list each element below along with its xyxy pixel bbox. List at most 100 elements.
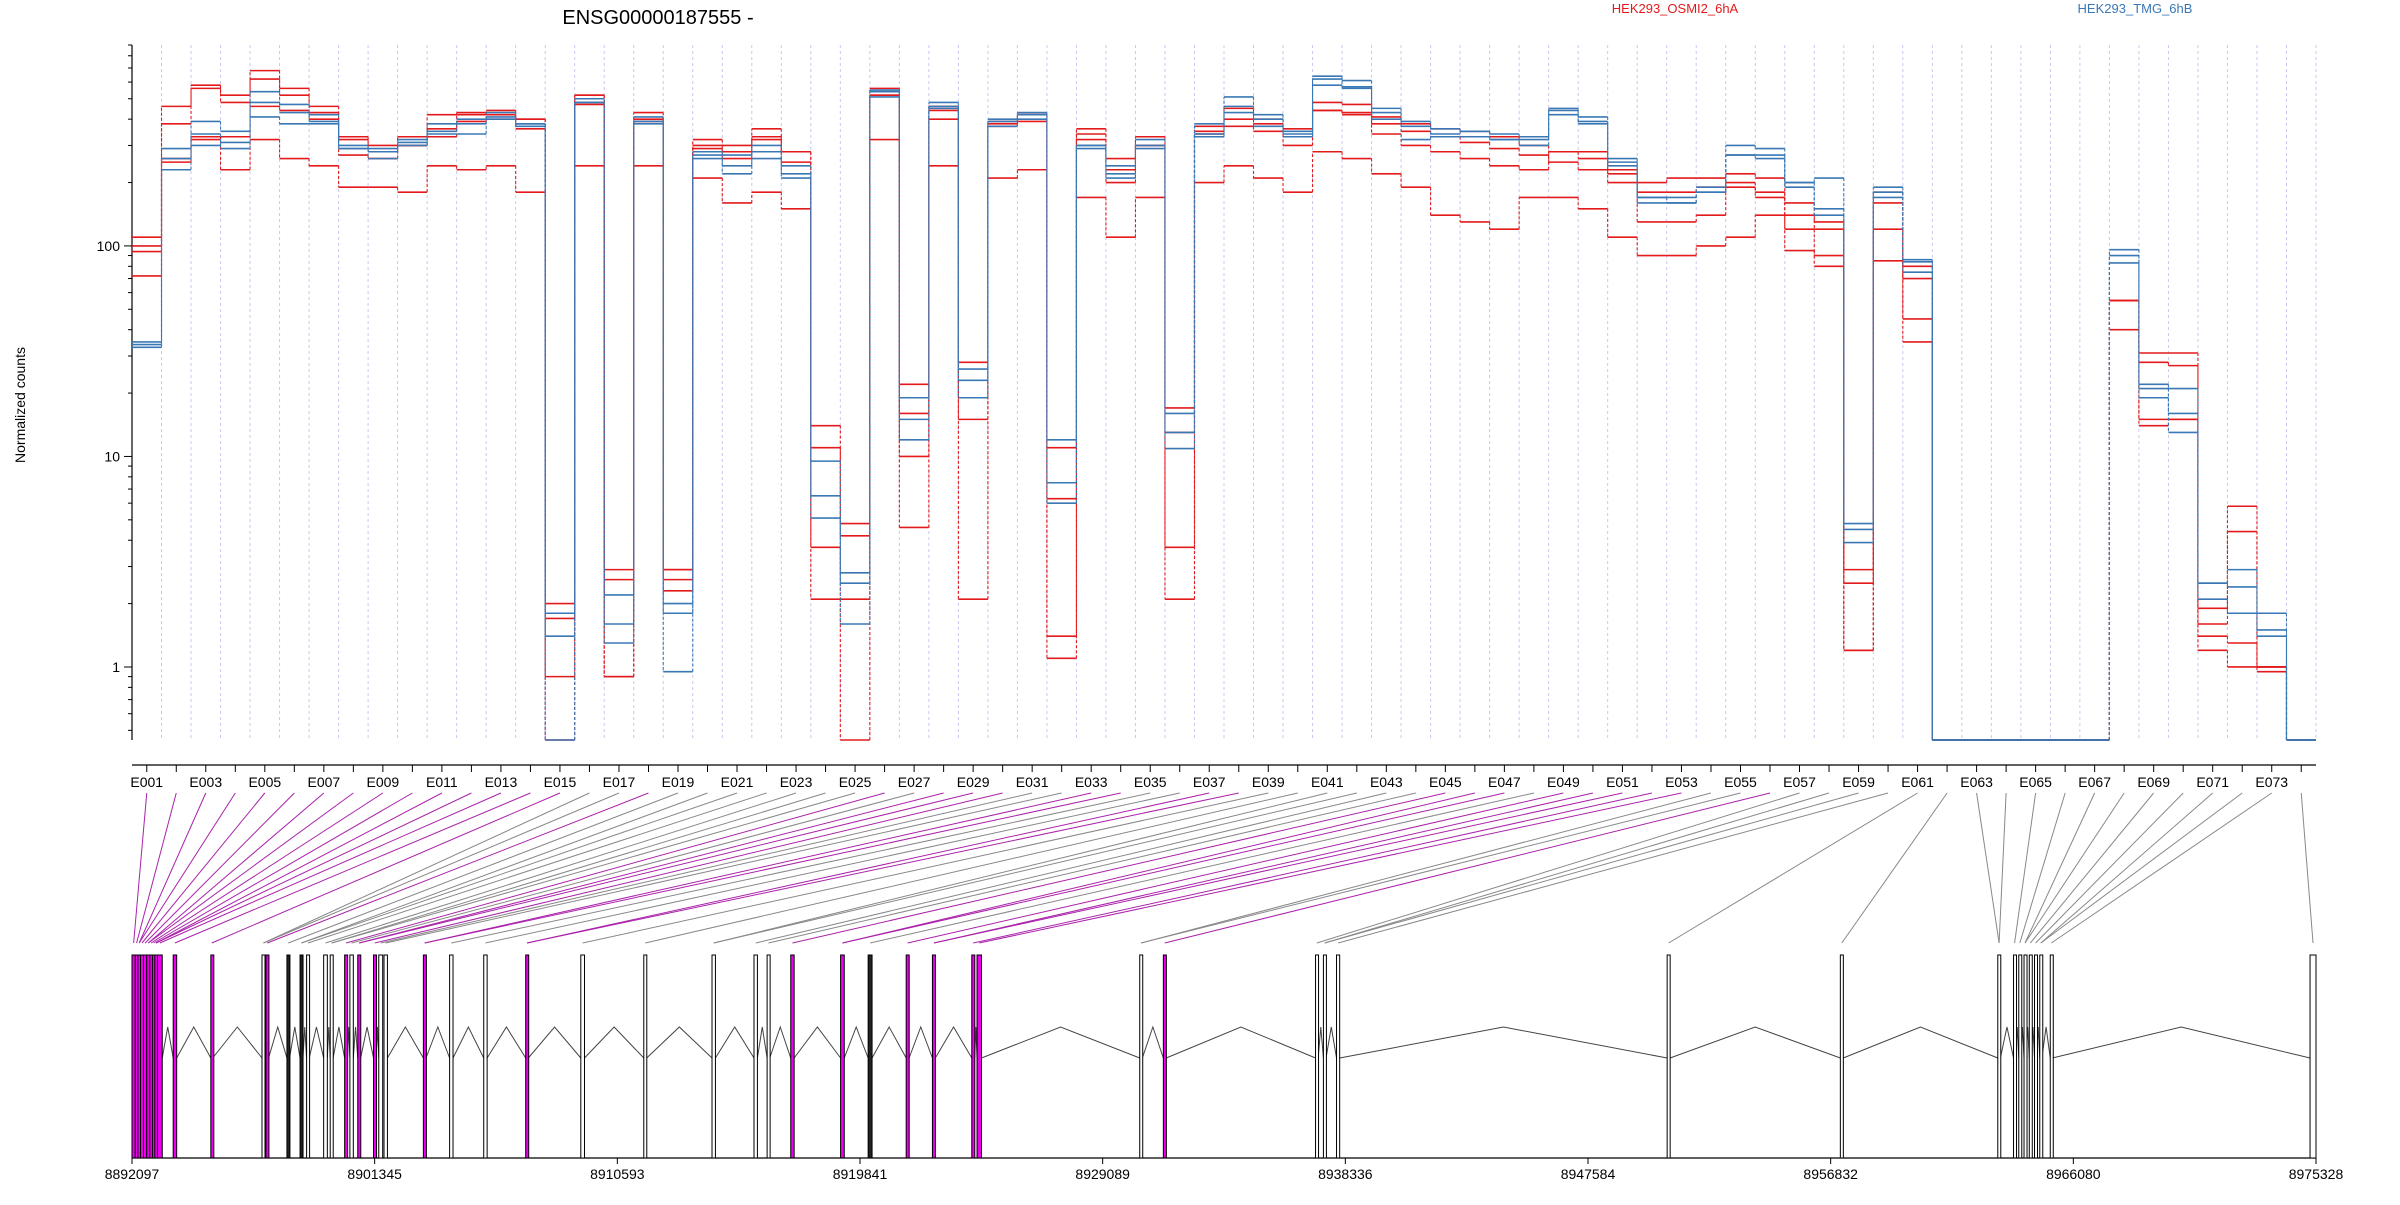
exon-connector <box>2051 792 2273 944</box>
genomic-tick-label: 8956832 <box>1803 1166 1858 1182</box>
gene-model-exons <box>131 954 2317 1159</box>
exon-box <box>422 954 427 1159</box>
x-tick-label: E061 <box>1901 774 1934 790</box>
intron-line <box>308 1026 325 1059</box>
intron-line <box>1141 1025 1164 1059</box>
exon-box <box>1997 954 2002 1159</box>
exon-connector <box>267 792 649 944</box>
intron-line <box>212 1026 263 1059</box>
exon-box <box>449 954 454 1159</box>
exon-box <box>383 954 388 1159</box>
exon-box <box>1666 954 1671 1159</box>
intron-line <box>1999 1026 2015 1059</box>
exon-box <box>905 954 910 1159</box>
exon-connector <box>153 792 413 944</box>
x-tick-label: E053 <box>1665 774 1698 790</box>
x-ticks: E001 E003 E005 E007 E009 E011 E013 E015 E017 E019… <box>130 765 2302 790</box>
exon-connector <box>150 792 384 944</box>
exon-connector <box>144 792 295 944</box>
intron-line <box>1843 1026 1998 1059</box>
exon-box <box>971 954 976 1159</box>
exon-connector <box>842 792 1505 944</box>
exon-connector <box>138 792 236 944</box>
exon-box <box>1839 954 1844 1159</box>
x-tick-label: E047 <box>1488 774 1521 790</box>
genomic-tick-label: 8938336 <box>1318 1166 1373 1182</box>
exon-connector <box>174 792 531 944</box>
exon-box <box>261 954 266 1159</box>
exon-box <box>711 954 716 1159</box>
genomic-tick-label: 8966080 <box>2046 1166 2101 1182</box>
x-tick-label: E051 <box>1606 774 1639 790</box>
exon-box <box>643 954 648 1159</box>
x-tick-label: E031 <box>1016 774 1049 790</box>
intron-line <box>527 1026 582 1059</box>
exon-box <box>753 954 758 1159</box>
exon-connector <box>933 792 1594 944</box>
exon-connector <box>159 792 502 944</box>
intron-line <box>908 1025 933 1059</box>
x-tick-label: E049 <box>1547 774 1580 790</box>
exon-box <box>840 954 845 1159</box>
genomic-tick-label: 8975328 <box>2289 1166 2344 1182</box>
intron-line <box>1166 1026 1316 1059</box>
exon-connector <box>211 792 561 944</box>
exon-connector <box>485 792 1180 944</box>
y-ticks: 1 10 100 <box>97 44 132 731</box>
genomic-tick-label: 8892097 <box>105 1166 160 1182</box>
x-tick-label: E059 <box>1842 774 1875 790</box>
exon-connector <box>136 792 177 944</box>
intron-line <box>934 1026 973 1059</box>
intron-line <box>161 1026 174 1059</box>
exon-connector <box>907 792 1564 944</box>
exon-connector <box>973 792 1653 944</box>
x-tick-label: E009 <box>367 774 400 790</box>
exon-box <box>349 954 354 1159</box>
exon-box <box>976 954 983 1159</box>
exon-connector <box>2019 792 2066 944</box>
x-tick-label: E029 <box>957 774 990 790</box>
exon-box <box>580 954 585 1159</box>
exon-connector <box>451 792 1151 944</box>
exon-connectors <box>133 792 2314 944</box>
exon-connector <box>331 792 856 944</box>
x-tick-label: E025 <box>839 774 872 790</box>
intron-line <box>871 1025 907 1059</box>
x-tick-label: E007 <box>307 774 340 790</box>
exon-connector <box>155 792 472 944</box>
exon-box <box>790 954 795 1159</box>
exon-connector <box>301 792 708 944</box>
genomic-tick-label: 8901345 <box>347 1166 402 1182</box>
intron-line <box>268 1025 288 1059</box>
exon-box <box>2034 954 2039 1159</box>
axes <box>131 45 2316 1159</box>
exon-connector <box>933 792 1623 944</box>
exon-connector <box>2040 792 2214 944</box>
x-tick-label: E023 <box>780 774 813 790</box>
x-tick-label: E043 <box>1370 774 1403 790</box>
legend-tmg: HEK293_TMG_6hB <box>2078 1 2193 16</box>
intron-line <box>584 1026 645 1059</box>
exon-connector <box>307 792 767 944</box>
x-tick-label: E015 <box>544 774 577 790</box>
exon-box <box>1162 954 1167 1159</box>
genomic-tick-label: 8919841 <box>833 1166 888 1182</box>
exon-connector <box>526 792 1239 944</box>
exon-connector <box>424 792 1092 944</box>
intron-line <box>386 1026 424 1059</box>
exon-connector <box>1324 792 1859 944</box>
exon-connector <box>301 792 738 944</box>
intron-lines <box>161 1025 2311 1059</box>
intron-line <box>756 1026 768 1059</box>
exon-connector <box>331 792 826 944</box>
x-tick-label: E073 <box>2255 774 2288 790</box>
exon-box <box>378 954 384 1159</box>
x-tick-label: E011 <box>426 774 458 790</box>
intron-line <box>981 1026 1140 1059</box>
intron-line <box>715 1026 755 1059</box>
x-tick-label: E041 <box>1311 774 1344 790</box>
exon-connector <box>359 792 974 944</box>
exon-connector <box>1316 792 1800 944</box>
